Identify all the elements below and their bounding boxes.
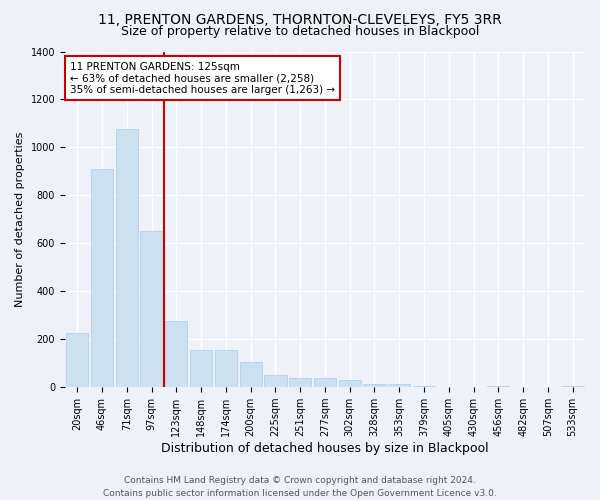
Bar (364, 384, 386, 387)
Text: Size of property relative to detached houses in Blackpool: Size of property relative to detached ho… (121, 25, 479, 38)
Bar (314, 378, 336, 387)
Bar (190, 350, 212, 387)
Bar (289, 378, 311, 387)
Bar (91, 169, 113, 387)
Bar (66, 334, 88, 387)
Bar (165, 322, 187, 387)
Text: Contains HM Land Registry data © Crown copyright and database right 2024.
Contai: Contains HM Land Registry data © Crown c… (103, 476, 497, 498)
Y-axis label: Number of detached properties: Number of detached properties (15, 132, 25, 307)
Bar (562, 386, 584, 387)
Bar (264, 375, 287, 387)
Bar (215, 350, 237, 387)
Bar (116, 130, 138, 387)
Bar (140, 232, 163, 387)
Bar (487, 386, 509, 387)
Bar (338, 380, 361, 387)
Bar (388, 384, 410, 387)
Text: 11 PRENTON GARDENS: 125sqm
← 63% of detached houses are smaller (2,258)
35% of s: 11 PRENTON GARDENS: 125sqm ← 63% of deta… (70, 62, 335, 95)
Bar (413, 386, 435, 387)
X-axis label: Distribution of detached houses by size in Blackpool: Distribution of detached houses by size … (161, 442, 489, 455)
Bar (239, 362, 262, 387)
Text: 11, PRENTON GARDENS, THORNTON-CLEVELEYS, FY5 3RR: 11, PRENTON GARDENS, THORNTON-CLEVELEYS,… (98, 12, 502, 26)
